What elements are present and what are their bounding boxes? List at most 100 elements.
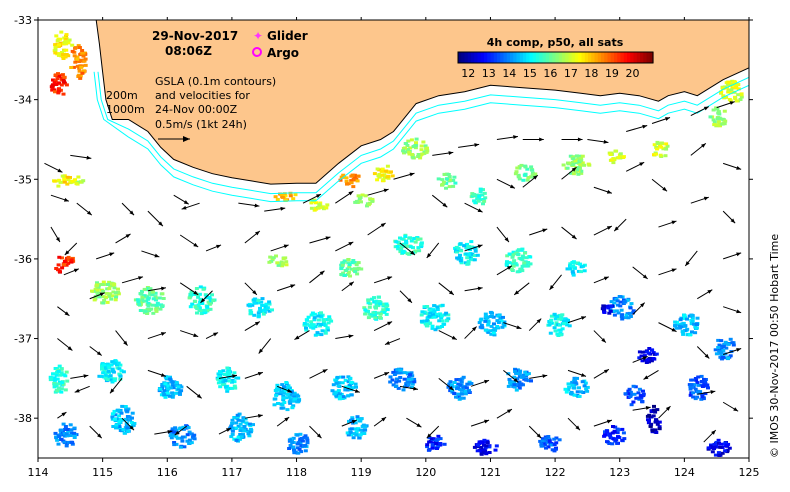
sst-pixel [518, 383, 523, 387]
sst-pixel [194, 287, 199, 290]
sst-pixel [513, 262, 518, 266]
sst-pixel [124, 423, 129, 427]
sst-pixel [296, 398, 301, 402]
sst-pixel [446, 313, 451, 317]
sst-pixel [407, 150, 412, 154]
sst-pixel [399, 245, 404, 249]
sst-pixel [163, 382, 168, 386]
sst-pixel [477, 194, 482, 198]
sst-pixel [55, 389, 60, 393]
sst-pixel [117, 372, 122, 376]
sst-pixel [62, 263, 66, 267]
velocity-arrow [522, 174, 539, 188]
sst-pixel [353, 270, 358, 274]
sst-pixel [299, 450, 304, 454]
sst-pixel [541, 437, 545, 441]
colorbar-cell [552, 52, 557, 63]
velocity-arrow [496, 226, 510, 243]
sst-pixel [420, 152, 425, 156]
sst-pixel [615, 441, 620, 445]
colorbar-cell [607, 52, 612, 63]
sst-pixel [100, 283, 105, 286]
sst-pixel [174, 391, 178, 395]
sst-pixel [430, 324, 435, 328]
velocity-arrow [147, 332, 167, 340]
sst-pixel [376, 174, 381, 178]
sst-pixel [696, 391, 701, 395]
sst-pixel [345, 182, 349, 186]
sst-pixel [207, 302, 212, 306]
sst-pixel [419, 241, 424, 245]
sst-pixel [432, 309, 437, 313]
sst-pixel [722, 109, 727, 113]
sst-pixel [729, 88, 734, 92]
sst-pixel [699, 397, 704, 401]
x-tick-label: 122 [545, 466, 566, 479]
sst-pixel [218, 385, 223, 389]
sst-pixel [435, 445, 440, 449]
sst-pixel [654, 352, 659, 356]
sst-pixel [278, 392, 283, 396]
sst-pixel [68, 434, 73, 437]
sst-pixel [439, 316, 444, 320]
sst-pixel [259, 300, 264, 304]
sst-pixel [414, 137, 419, 141]
sst-pixel [402, 371, 407, 375]
sst-pixel [242, 425, 247, 428]
sst-pixel [452, 381, 457, 384]
sst-pixel [465, 256, 470, 260]
velocity-arrow [632, 355, 648, 363]
x-tick-label: 123 [609, 466, 630, 479]
sst-pixel [538, 439, 543, 443]
sst-pixel [192, 437, 197, 441]
sst-pixel [331, 383, 336, 387]
sst-pixel [566, 382, 571, 386]
sst-pixel [489, 332, 494, 336]
sst-pixel [59, 367, 64, 371]
sst-pixel [725, 450, 730, 454]
sst-pixel [117, 420, 122, 424]
sst-pixel [620, 295, 625, 299]
sst-pixel [370, 297, 374, 301]
sst-pixel [123, 417, 128, 421]
colorbar-tick-label: 16 [543, 67, 557, 80]
axes: 114 115 116 117 118 119 120 121 122 123 124 125-33-… [14, 14, 759, 479]
sst-pixel [655, 408, 660, 412]
sst-pixel [424, 323, 429, 327]
sst-pixel [552, 326, 557, 330]
sst-pixel [341, 395, 346, 399]
sst-pixel [112, 379, 117, 383]
sst-pixel [113, 377, 118, 381]
sst-pixel [354, 385, 358, 389]
velocity-arrow [438, 377, 455, 391]
velocity-arrow [503, 322, 522, 330]
colorbar-cell [510, 52, 514, 63]
velocity-arrow [373, 276, 393, 284]
sst-pixel [463, 389, 467, 393]
sst-pixel [459, 380, 464, 384]
sst-pixel [208, 307, 213, 311]
sst-pixel [422, 310, 427, 314]
sst-pixel [517, 386, 522, 390]
sst-pixel [57, 89, 61, 93]
sst-pixel [557, 313, 562, 317]
sst-pixel [205, 308, 210, 312]
velocity-arrow [64, 242, 78, 256]
sst-pixel [288, 194, 293, 198]
sst-pixel [69, 428, 74, 432]
sst-pixel [714, 352, 719, 356]
sst-pixel [499, 319, 504, 323]
velocity-arrow [658, 268, 677, 276]
sst-pixel [408, 373, 413, 377]
sst-pixel [435, 447, 439, 450]
sst-pixel [549, 314, 554, 318]
sst-pixel [623, 392, 628, 396]
velocity-arrow [399, 385, 419, 391]
sst-pixel [351, 259, 356, 262]
sst-pixel [188, 293, 193, 297]
sst-pixel [712, 442, 717, 446]
sst-pixel [370, 199, 375, 203]
sst-pixel [260, 303, 265, 307]
sst-pixel [715, 107, 720, 111]
velocity-arrow [57, 306, 70, 317]
